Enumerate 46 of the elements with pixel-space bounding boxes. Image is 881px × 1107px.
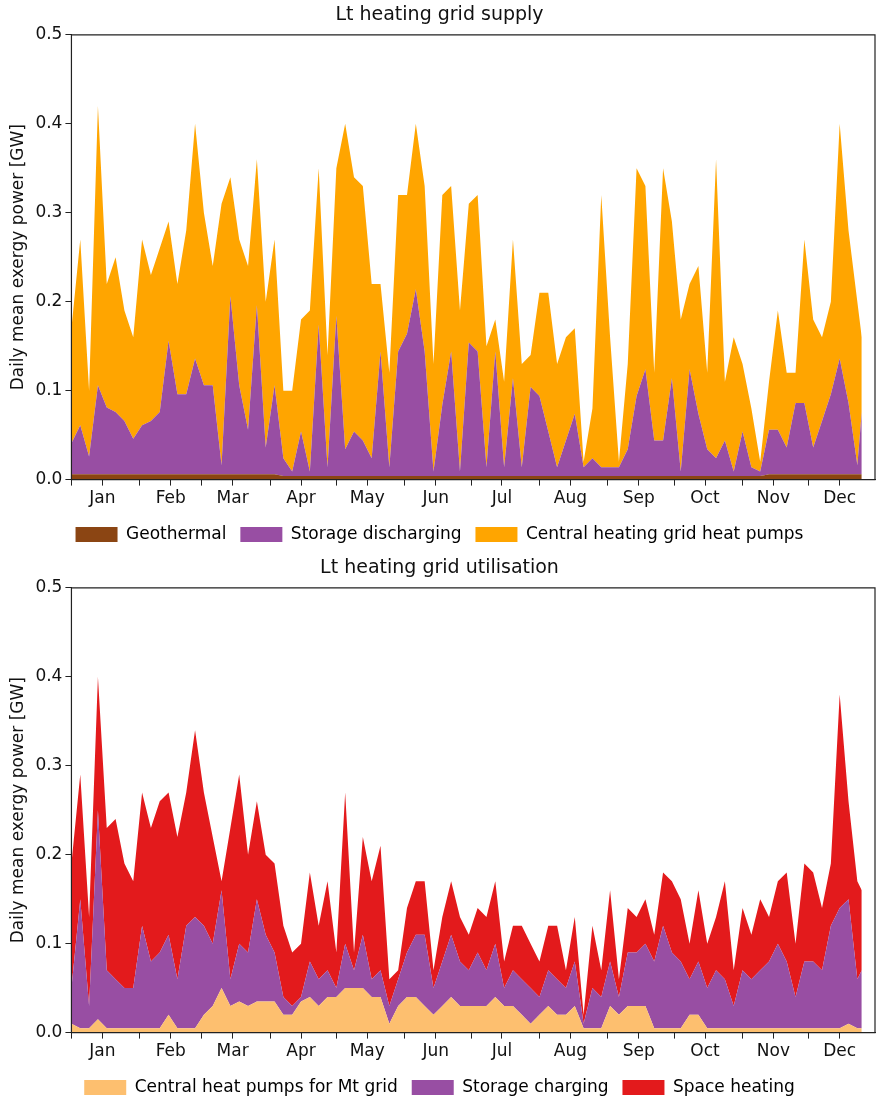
x-tick-label: Oct: [690, 1040, 721, 1061]
legend-label: Space heating: [672, 1075, 795, 1096]
y-tick-label: 0.3: [35, 754, 63, 775]
x-tick-label: Apr: [286, 1040, 316, 1061]
x-tick-label: Jun: [421, 1040, 449, 1061]
legend-label: Storage discharging: [290, 522, 462, 543]
x-tick-label: Sep: [622, 1040, 655, 1061]
y-tick-label: 0.3: [35, 201, 63, 222]
x-tick-label: Oct: [690, 487, 721, 508]
x-tick-label: Mar: [216, 1040, 249, 1061]
y-tick-label: 0.5: [35, 576, 63, 597]
x-tick-label: Dec: [823, 1040, 857, 1061]
legend-label: Central heating grid heat pumps: [525, 522, 804, 543]
y-tick-label: 0.1: [35, 379, 63, 400]
x-tick-label: Apr: [286, 487, 316, 508]
x-tick-label: Jul: [490, 487, 513, 508]
x-tick-label: Aug: [553, 1040, 587, 1061]
y-tick-label: 0.0: [35, 1021, 63, 1042]
y-tick-label: 0.5: [35, 23, 63, 44]
y-tick-label: 0.4: [35, 665, 63, 686]
chart-title: Lt heating grid utilisation: [320, 555, 559, 578]
x-tick-label: Sep: [622, 487, 655, 508]
x-tick-label: May: [349, 487, 385, 508]
y-tick-label: 0.4: [35, 112, 63, 133]
x-tick-label: May: [349, 1040, 385, 1061]
x-tick-label: Aug: [553, 487, 587, 508]
legend-label: Storage charging: [462, 1075, 609, 1096]
x-tick-label: Feb: [155, 1040, 186, 1061]
x-tick-label: Nov: [756, 1040, 791, 1061]
y-tick-label: 0.2: [35, 290, 63, 311]
x-tick-label: Feb: [155, 487, 186, 508]
y-axis-title: Daily mean exergy power [GW]: [6, 677, 27, 944]
y-axis-title: Daily mean exergy power [GW]: [6, 124, 27, 391]
x-tick-label: Jan: [88, 1040, 116, 1061]
x-tick-label: Jan: [88, 487, 116, 508]
y-tick-label: 0.1: [35, 932, 63, 953]
x-tick-label: Dec: [823, 487, 857, 508]
chart-title: Lt heating grid supply: [335, 2, 544, 25]
x-tick-label: Jun: [421, 487, 449, 508]
x-tick-label: Mar: [216, 487, 249, 508]
legend-label: Central heat pumps for Mt grid: [134, 1075, 398, 1096]
x-tick-label: Nov: [756, 487, 791, 508]
x-tick-label: Jul: [490, 1040, 513, 1061]
y-tick-label: 0.2: [35, 843, 63, 864]
legend-label: Geothermal: [126, 522, 227, 543]
y-tick-label: 0.0: [35, 468, 63, 489]
